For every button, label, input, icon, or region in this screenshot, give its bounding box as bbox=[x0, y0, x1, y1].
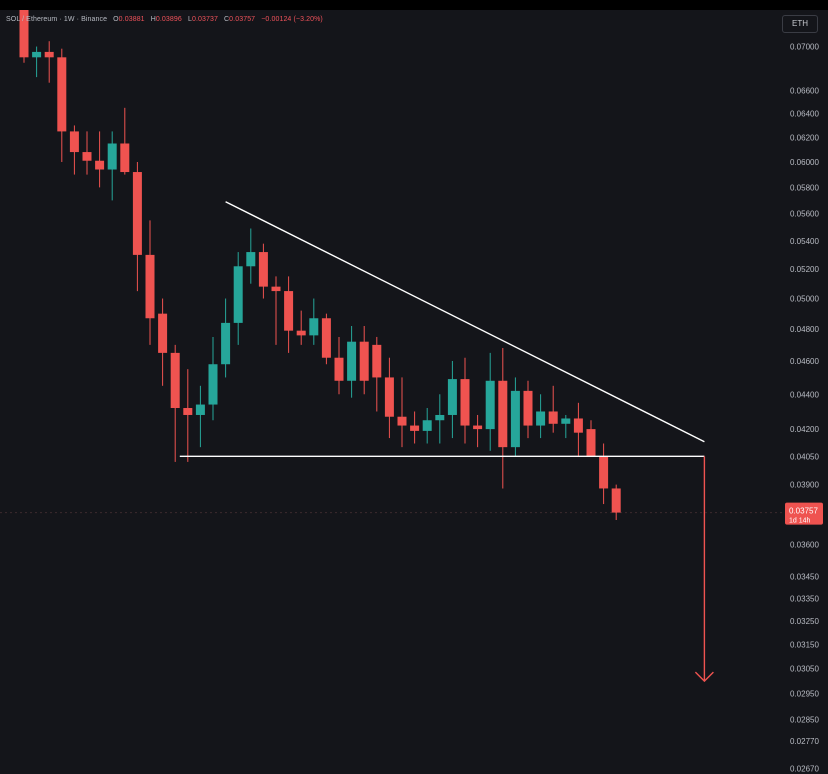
candle-body[interactable] bbox=[523, 390, 533, 426]
candle-body[interactable] bbox=[95, 160, 105, 170]
high-label: H bbox=[150, 16, 156, 23]
candle-body[interactable] bbox=[397, 416, 407, 426]
y-tick-label: 0.05400 bbox=[790, 237, 819, 246]
candle-body[interactable] bbox=[19, 10, 29, 58]
candle-body[interactable] bbox=[258, 252, 268, 287]
y-tick-label: 0.03250 bbox=[790, 617, 819, 626]
candle-body[interactable] bbox=[586, 429, 596, 457]
candle-body[interactable] bbox=[221, 322, 231, 365]
candle-body[interactable] bbox=[435, 414, 445, 421]
y-tick-label: 0.02670 bbox=[790, 764, 819, 773]
candle-countdown: 1d 14h bbox=[789, 518, 811, 525]
high-value: 0.03896 bbox=[155, 16, 182, 23]
y-tick-label: 0.04800 bbox=[790, 325, 819, 334]
candle-body[interactable] bbox=[170, 352, 180, 409]
candle-body[interactable] bbox=[183, 408, 193, 415]
y-tick-label: 0.06400 bbox=[790, 110, 819, 119]
low-label: L bbox=[187, 16, 192, 23]
candle-body[interactable] bbox=[309, 318, 319, 336]
y-tick-label: 0.05000 bbox=[790, 295, 819, 304]
candle-body[interactable] bbox=[347, 341, 357, 381]
symbol-title[interactable]: SOL / Ethereum · 1W · Binance bbox=[6, 16, 108, 23]
currency-button[interactable]: ETH bbox=[782, 15, 818, 33]
candle-body[interactable] bbox=[473, 425, 483, 430]
candle-body[interactable] bbox=[82, 152, 92, 161]
descending-trendline[interactable] bbox=[225, 201, 705, 443]
projection-arrow-head[interactable] bbox=[694, 671, 714, 683]
y-tick-label: 0.03450 bbox=[790, 572, 819, 581]
candle-body[interactable] bbox=[158, 313, 168, 353]
candle-body[interactable] bbox=[44, 51, 54, 58]
y-tick-label: 0.07000 bbox=[790, 43, 819, 52]
top-black-bar bbox=[0, 0, 828, 10]
candle-body[interactable] bbox=[510, 390, 520, 448]
candle-body[interactable] bbox=[536, 411, 546, 426]
candle-body[interactable] bbox=[107, 143, 117, 170]
y-tick-label: 0.04200 bbox=[790, 425, 819, 434]
y-tick-label: 0.04600 bbox=[790, 357, 819, 366]
change-value: −0.00124 (−3.20%) bbox=[261, 16, 323, 23]
chart-area[interactable]: 0.07000 0.06600 0.06400 0.06200 0.06000 0.058… bbox=[0, 10, 828, 774]
candle-body[interactable] bbox=[422, 420, 432, 431]
candle-body[interactable] bbox=[573, 418, 583, 433]
y-tick-label: 0.03150 bbox=[790, 641, 819, 650]
y-tick-label: 0.02850 bbox=[790, 716, 819, 725]
candle-body[interactable] bbox=[561, 418, 571, 424]
candle-body[interactable] bbox=[145, 254, 155, 319]
chart-header: SOL / Ethereum · 1W · Binance O0.03881 H… bbox=[6, 16, 323, 23]
y-tick-label: 0.06000 bbox=[790, 158, 819, 167]
y-tick-label: 0.05600 bbox=[790, 210, 819, 219]
low-value: 0.03737 bbox=[191, 16, 218, 23]
open-value: 0.03881 bbox=[118, 16, 145, 23]
candle-body[interactable] bbox=[485, 380, 495, 430]
candle-body[interactable] bbox=[599, 456, 609, 489]
y-tick-label: 0.04400 bbox=[790, 390, 819, 399]
candle-body[interactable] bbox=[611, 488, 621, 513]
candle-body[interactable] bbox=[132, 172, 142, 255]
y-tick-label: 0.06600 bbox=[790, 87, 819, 96]
close-value: 0.03757 bbox=[229, 16, 256, 23]
candle-body[interactable] bbox=[271, 286, 281, 292]
y-tick-label: 0.03050 bbox=[790, 665, 819, 674]
candle-body[interactable] bbox=[359, 341, 369, 381]
candle-body[interactable] bbox=[69, 131, 79, 153]
candle-body[interactable] bbox=[208, 364, 218, 405]
candle-body[interactable] bbox=[447, 379, 457, 415]
y-tick-label: 0.02770 bbox=[790, 737, 819, 746]
candle-body[interactable] bbox=[334, 357, 344, 381]
y-tick-label: 0.05200 bbox=[790, 265, 819, 274]
last-price-value: 0.03757 bbox=[789, 507, 818, 516]
y-tick-label: 0.06200 bbox=[790, 133, 819, 142]
candle-body[interactable] bbox=[548, 411, 558, 424]
candle-body[interactable] bbox=[284, 291, 294, 331]
y-tick-label: 0.03350 bbox=[790, 594, 819, 603]
candle-body[interactable] bbox=[57, 57, 67, 132]
candle-body[interactable] bbox=[321, 318, 331, 358]
candle-body[interactable] bbox=[372, 344, 382, 378]
candle-body[interactable] bbox=[32, 51, 42, 58]
candle-body[interactable] bbox=[246, 252, 256, 267]
candle-body[interactable] bbox=[410, 425, 420, 431]
y-tick-label: 0.03900 bbox=[790, 481, 819, 490]
close-label: C bbox=[224, 16, 230, 23]
candle-body[interactable] bbox=[384, 377, 394, 417]
y-tick-label: 0.02950 bbox=[790, 690, 819, 699]
y-tick-label: 0.04050 bbox=[790, 452, 819, 461]
y-tick-label: 0.05800 bbox=[790, 183, 819, 192]
last-price-tag bbox=[785, 502, 823, 525]
candle-body[interactable] bbox=[195, 404, 205, 415]
candle-body[interactable] bbox=[498, 380, 508, 448]
y-tick-label: 0.03600 bbox=[790, 541, 819, 550]
candle-body[interactable] bbox=[120, 143, 130, 173]
open-label: O bbox=[113, 16, 119, 23]
candle-body[interactable] bbox=[296, 330, 306, 336]
candle-body[interactable] bbox=[233, 266, 243, 323]
candle-body[interactable] bbox=[460, 379, 470, 426]
candlestick-chart[interactable]: 0.07000 0.06600 0.06400 0.06200 0.06000 0.058… bbox=[0, 10, 828, 774]
